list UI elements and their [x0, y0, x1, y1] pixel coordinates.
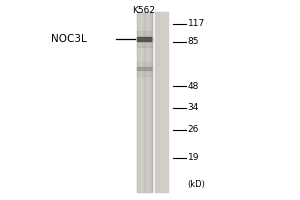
Bar: [156, 12, 157, 192]
Text: 34: 34: [188, 104, 199, 112]
Bar: [136, 37, 152, 41]
Bar: [136, 31, 152, 47]
Bar: [143, 12, 145, 192]
Bar: [151, 12, 152, 192]
Bar: [161, 12, 162, 192]
Bar: [162, 12, 163, 192]
Bar: [159, 12, 160, 192]
Bar: [136, 67, 152, 70]
Bar: [136, 62, 152, 76]
Bar: [158, 12, 159, 192]
Bar: [139, 12, 140, 192]
Text: (kD): (kD): [188, 180, 206, 189]
Bar: [149, 12, 151, 192]
Bar: [136, 12, 137, 192]
Bar: [145, 12, 146, 192]
Bar: [136, 12, 152, 192]
Text: 26: 26: [188, 126, 199, 134]
Text: NOC3L: NOC3L: [51, 34, 87, 44]
Bar: [142, 12, 143, 192]
Bar: [137, 12, 139, 192]
Bar: [166, 12, 167, 192]
Bar: [146, 12, 148, 192]
Bar: [140, 12, 142, 192]
Bar: [164, 12, 165, 192]
Bar: [148, 12, 149, 192]
Bar: [157, 12, 158, 192]
Bar: [160, 12, 161, 192]
Text: 85: 85: [188, 38, 199, 46]
Text: 19: 19: [188, 154, 199, 162]
Bar: [155, 12, 156, 192]
Text: 48: 48: [188, 82, 199, 90]
Bar: [167, 12, 168, 192]
Bar: [165, 12, 166, 192]
Bar: [154, 12, 155, 192]
Bar: [154, 12, 168, 192]
Text: K562: K562: [133, 6, 155, 15]
Text: 117: 117: [188, 20, 205, 28]
Bar: [163, 12, 164, 192]
